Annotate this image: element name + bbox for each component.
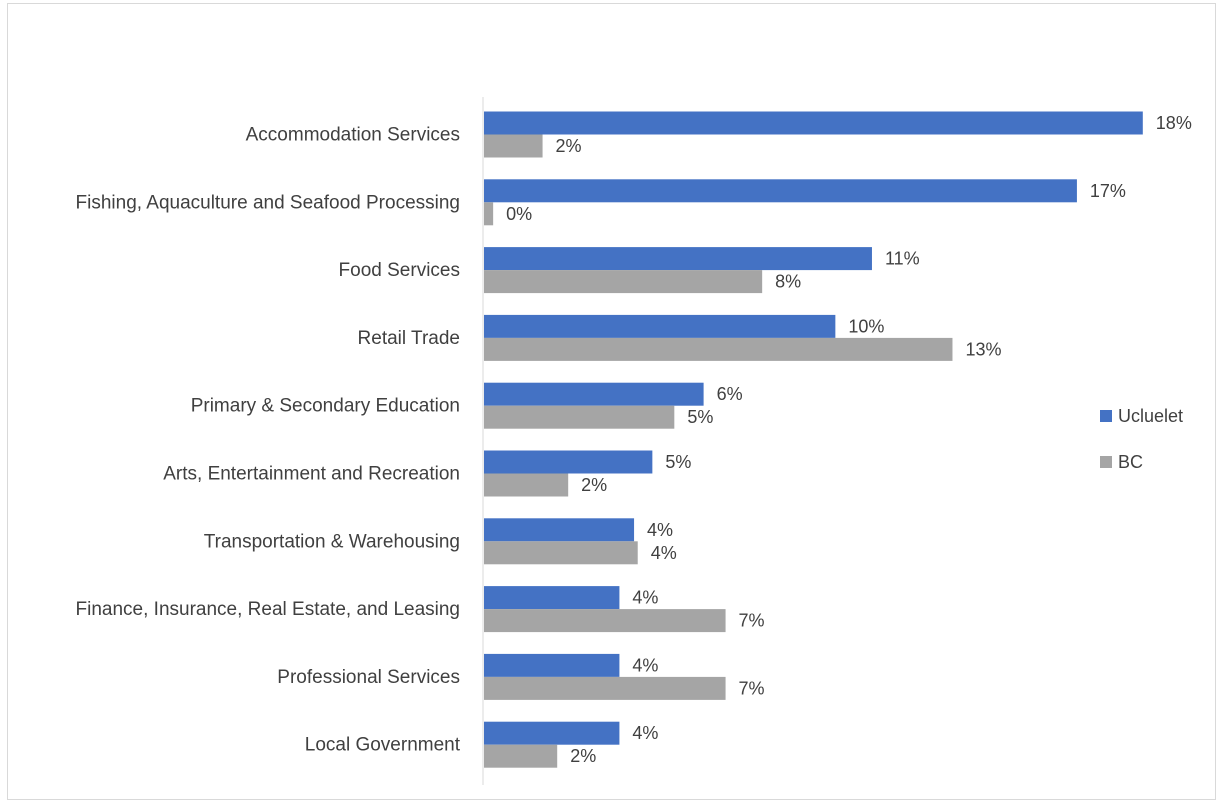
category-label: Food Services xyxy=(339,260,460,281)
legend: Ucluelet BC xyxy=(1100,406,1183,472)
bar-bc xyxy=(484,134,543,158)
data-label: 8% xyxy=(775,272,801,292)
bar-bc xyxy=(484,270,763,294)
data-label: 5% xyxy=(687,407,713,427)
bar-ucluelet xyxy=(484,111,1143,135)
bar-bc xyxy=(484,473,569,497)
data-label: 4% xyxy=(651,543,677,563)
bar-ucluelet xyxy=(484,653,620,677)
data-label: 7% xyxy=(739,611,765,631)
legend-label-bc: BC xyxy=(1118,452,1143,472)
bar-bc xyxy=(484,202,494,226)
bar-bc xyxy=(484,609,726,633)
bar-ucluelet xyxy=(484,586,620,610)
labels-layer: Accommodation Services 18% 2% Fishing, Aqua… xyxy=(76,113,1192,766)
data-label: 13% xyxy=(965,339,1001,359)
category-label: Local Government xyxy=(305,735,461,756)
data-label: 4% xyxy=(632,588,658,608)
category-label: Fishing, Aquaculture and Seafood Process… xyxy=(76,192,460,213)
data-label: 10% xyxy=(848,316,884,336)
category-label: Professional Services xyxy=(277,667,460,688)
bar-ucluelet xyxy=(484,518,635,542)
bar-bc xyxy=(484,541,638,565)
data-label: 18% xyxy=(1156,113,1192,133)
data-label: 11% xyxy=(885,249,920,269)
legend-swatch-bc xyxy=(1100,456,1112,468)
data-label: 5% xyxy=(665,452,691,472)
category-label: Primary & Secondary Education xyxy=(191,396,460,417)
bar-ucluelet xyxy=(484,382,704,406)
legend-swatch-ucluelet xyxy=(1100,410,1112,422)
category-label: Finance, Insurance, Real Estate, and Lea… xyxy=(76,599,460,620)
bar-ucluelet xyxy=(484,450,653,474)
data-label: 2% xyxy=(570,746,596,766)
bar-bc xyxy=(484,744,558,768)
data-label: 0% xyxy=(506,204,532,224)
data-label: 6% xyxy=(717,384,743,404)
data-label: 4% xyxy=(647,520,673,540)
data-label: 4% xyxy=(632,723,658,743)
category-label: Retail Trade xyxy=(358,328,460,349)
bar-ucluelet xyxy=(484,721,620,745)
bar-bc xyxy=(484,337,953,361)
bar-ucluelet xyxy=(484,247,872,271)
bar-bc xyxy=(484,405,675,429)
legend-label-ucluelet: Ucluelet xyxy=(1118,406,1183,426)
data-label: 17% xyxy=(1090,181,1126,201)
category-label: Transportation & Warehousing xyxy=(204,531,460,552)
category-label: Accommodation Services xyxy=(246,125,460,146)
data-label: 4% xyxy=(632,655,658,675)
bar-bc xyxy=(484,676,726,700)
data-label: 2% xyxy=(581,475,607,495)
data-label: 2% xyxy=(556,136,582,156)
bar-ucluelet xyxy=(484,179,1077,203)
bar-ucluelet xyxy=(484,314,836,338)
data-label: 7% xyxy=(739,678,765,698)
category-label: Arts, Entertainment and Recreation xyxy=(163,464,460,485)
bars-layer xyxy=(484,111,1143,768)
